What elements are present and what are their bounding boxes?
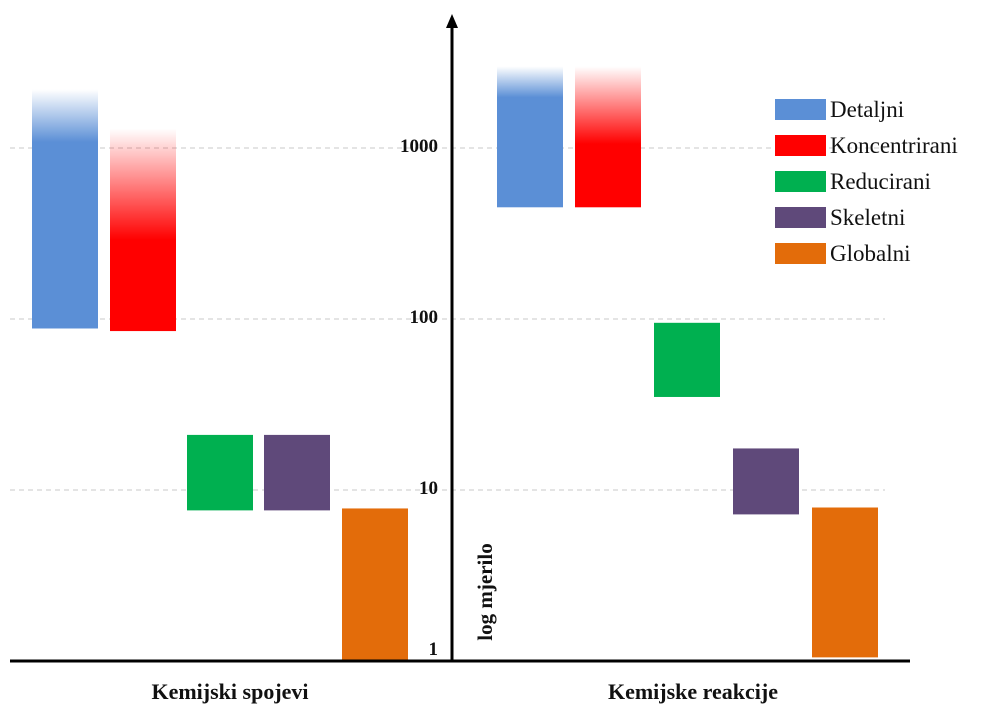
bar-kemijske-reakcije-globalni xyxy=(812,507,878,658)
y-tick-label: 1 xyxy=(429,639,439,660)
bar-kemijske-reakcije-reducirani xyxy=(654,322,720,397)
legend: Detaljni Koncentrirani Reducirani Skeletni G… xyxy=(775,97,958,266)
bar-kemijski-spojevi-reducirani xyxy=(187,434,253,511)
group-label-kemijski-spojevi: Kemijski spojevi xyxy=(151,679,308,704)
group-label-kemijske-reakcije: Kemijske reakcije xyxy=(608,679,778,704)
y-axis-title: log mjerilo xyxy=(473,543,497,640)
legend-label-detaljni: Detaljni xyxy=(830,97,904,122)
bar-kemijski-spojevi-detaljni xyxy=(32,89,98,329)
y-tick-label: 100 xyxy=(410,307,439,328)
bar-kemijski-spojevi-koncentrirani xyxy=(110,128,176,332)
bar-kemijske-reakcije-koncentrirani xyxy=(575,66,641,208)
y-tick-labels: 1 10 100 1000 xyxy=(400,136,438,660)
bar-kemijske-reakcije-skeletni xyxy=(733,448,799,515)
legend-swatch-globalni xyxy=(775,243,826,264)
y-axis-arrowhead xyxy=(446,14,458,28)
legend-swatch-koncentrirani xyxy=(775,135,826,156)
legend-label-koncentrirani: Koncentrirani xyxy=(830,133,958,158)
y-tick-label: 1000 xyxy=(400,136,438,157)
legend-label-skeletni: Skeletni xyxy=(830,205,905,230)
legend-swatch-skeletni xyxy=(775,207,826,228)
legend-label-globalni: Globalni xyxy=(830,241,911,266)
y-tick-label: 10 xyxy=(419,478,438,499)
bar-kemijski-spojevi-skeletni xyxy=(264,434,330,511)
legend-label-reducirani: Reducirani xyxy=(830,169,931,194)
bar-kemijske-reakcije-detaljni xyxy=(497,66,563,208)
axes xyxy=(10,14,910,663)
legend-swatch-reducirani xyxy=(775,171,826,192)
legend-swatch-detaljni xyxy=(775,99,826,120)
group-labels: Kemijski spojevi Kemijske reakcije xyxy=(151,679,778,704)
bar-kemijski-spojevi-globalni xyxy=(342,508,408,660)
bars xyxy=(32,66,878,660)
